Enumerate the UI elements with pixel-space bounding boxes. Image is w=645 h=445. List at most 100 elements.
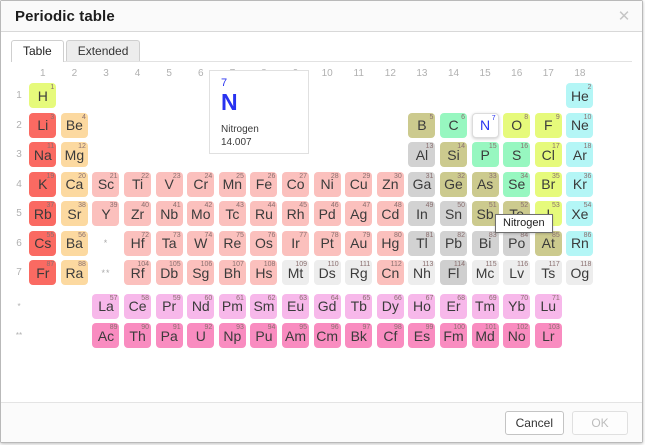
- element-tc[interactable]: Tc 43: [218, 201, 246, 227]
- element-db[interactable]: Db 105: [155, 260, 183, 286]
- element-pt[interactable]: Pt 78: [313, 230, 341, 256]
- element-au[interactable]: Au 79: [345, 230, 373, 256]
- element-rf[interactable]: Rf 104: [124, 260, 152, 286]
- lanthanide-pm[interactable]: Pm 61: [218, 293, 246, 319]
- element-sc[interactable]: Sc 21: [92, 171, 120, 197]
- element-mg[interactable]: Mg 12: [60, 142, 88, 168]
- element-zn[interactable]: Zn 30: [376, 171, 404, 197]
- lanthanide-dy[interactable]: Dy 66: [376, 293, 404, 319]
- element-cd[interactable]: Cd 48: [376, 201, 404, 227]
- element-po[interactable]: Po 84: [503, 230, 531, 256]
- lanthanide-yb[interactable]: Yb 70: [503, 293, 531, 319]
- element-lv[interactable]: Lv 116: [503, 260, 531, 286]
- element-ag[interactable]: Ag 47: [345, 201, 373, 227]
- element-li[interactable]: Li 3: [29, 112, 57, 138]
- element-rg[interactable]: Rg 111: [345, 260, 373, 286]
- element-mn[interactable]: Mn 25: [218, 171, 246, 197]
- element-ca[interactable]: Ca 20: [60, 171, 88, 197]
- element-cu[interactable]: Cu 29: [345, 171, 373, 197]
- actinide-am[interactable]: Am 95: [282, 323, 310, 349]
- element-pd[interactable]: Pd 46: [313, 201, 341, 227]
- element-k[interactable]: K 19: [29, 171, 57, 197]
- element-cn[interactable]: Cn 112: [376, 260, 404, 286]
- element-rh[interactable]: Rh 45: [282, 201, 310, 227]
- lanthanide-la[interactable]: La 57: [92, 293, 120, 319]
- actinide-lr[interactable]: Lr 103: [534, 323, 562, 349]
- element-ra[interactable]: Ra 88: [60, 260, 88, 286]
- ok-button[interactable]: OK: [572, 410, 628, 435]
- lanthanide-tb[interactable]: Tb 65: [345, 293, 373, 319]
- actinide-cm[interactable]: Cm 96: [313, 323, 341, 349]
- element-tl[interactable]: Tl 81: [408, 230, 436, 256]
- lanthanide-pr[interactable]: Pr 59: [155, 293, 183, 319]
- element-ds[interactable]: Ds 110: [313, 260, 341, 286]
- element-mo[interactable]: Mo 42: [187, 201, 215, 227]
- lanthanide-tm[interactable]: Tm 69: [471, 293, 499, 319]
- element-he[interactable]: He 2: [566, 83, 594, 109]
- element-hs[interactable]: Hs 108: [250, 260, 278, 286]
- element-ba[interactable]: Ba 56: [60, 230, 88, 256]
- element-al[interactable]: Al 13: [408, 142, 436, 168]
- element-ts[interactable]: Ts 117: [534, 260, 562, 286]
- lanthanide-er[interactable]: Er 68: [440, 293, 468, 319]
- element-xe[interactable]: Xe 54: [566, 201, 594, 227]
- element-rn[interactable]: Rn 86: [566, 230, 594, 256]
- element-fe[interactable]: Fe 26: [250, 171, 278, 197]
- tab-table[interactable]: Table: [11, 40, 64, 62]
- element-kr[interactable]: Kr 36: [566, 171, 594, 197]
- actinide-th[interactable]: Th 90: [124, 323, 152, 349]
- element-os[interactable]: Os 76: [250, 230, 278, 256]
- element-y[interactable]: Y 39: [92, 201, 120, 227]
- element-re[interactable]: Re 75: [218, 230, 246, 256]
- actinide-cf[interactable]: Cf 98: [376, 323, 404, 349]
- actinide-es[interactable]: Es 99: [408, 323, 436, 349]
- element-ge[interactable]: Ge 32: [440, 171, 468, 197]
- element-mt[interactable]: Mt 109: [282, 260, 310, 286]
- element-p[interactable]: P 15: [471, 142, 499, 168]
- lanthanide-sm[interactable]: Sm 62: [250, 293, 278, 319]
- element-be[interactable]: Be 4: [60, 112, 88, 138]
- actinide-no[interactable]: No 102: [503, 323, 531, 349]
- element-as[interactable]: As 33: [471, 171, 499, 197]
- element-ti[interactable]: Ti 22: [124, 171, 152, 197]
- element-ir[interactable]: Ir 77: [282, 230, 310, 256]
- element-na[interactable]: Na 11: [29, 142, 57, 168]
- element-nh[interactable]: Nh 113: [408, 260, 436, 286]
- cancel-button[interactable]: Cancel: [504, 410, 564, 435]
- element-zr[interactable]: Zr 40: [124, 201, 152, 227]
- actinide-np[interactable]: Np 93: [218, 323, 246, 349]
- actinide-bk[interactable]: Bk 97: [345, 323, 373, 349]
- tab-extended[interactable]: Extended: [65, 40, 141, 62]
- element-ru[interactable]: Ru 44: [250, 201, 278, 227]
- element-v[interactable]: V 23: [155, 171, 183, 197]
- element-sg[interactable]: Sg 106: [187, 260, 215, 286]
- element-fr[interactable]: Fr 87: [29, 260, 57, 286]
- actinide-fm[interactable]: Fm 100: [440, 323, 468, 349]
- element-ne[interactable]: Ne 10: [566, 112, 594, 138]
- element-si[interactable]: Si 14: [440, 142, 468, 168]
- element-s[interactable]: S 16: [503, 142, 531, 168]
- lanthanide-ho[interactable]: Ho 67: [408, 293, 436, 319]
- element-at[interactable]: At 85: [534, 230, 562, 256]
- lanthanide-gd[interactable]: Gd 64: [313, 293, 341, 319]
- lanthanide-eu[interactable]: Eu 63: [282, 293, 310, 319]
- element-bh[interactable]: Bh 107: [218, 260, 246, 286]
- actinide-pu[interactable]: Pu 94: [250, 323, 278, 349]
- element-sb[interactable]: Sb 51: [471, 201, 499, 227]
- element-w[interactable]: W 74: [187, 230, 215, 256]
- lanthanide-ce[interactable]: Ce 58: [124, 293, 152, 319]
- element-ta[interactable]: Ta 73: [155, 230, 183, 256]
- element-ga[interactable]: Ga 31: [408, 171, 436, 197]
- element-ni[interactable]: Ni 28: [313, 171, 341, 197]
- element-hg[interactable]: Hg 80: [376, 230, 404, 256]
- element-se[interactable]: Se 34: [503, 171, 531, 197]
- element-in[interactable]: In 49: [408, 201, 436, 227]
- element-co[interactable]: Co 27: [282, 171, 310, 197]
- element-hf[interactable]: Hf 72: [124, 230, 152, 256]
